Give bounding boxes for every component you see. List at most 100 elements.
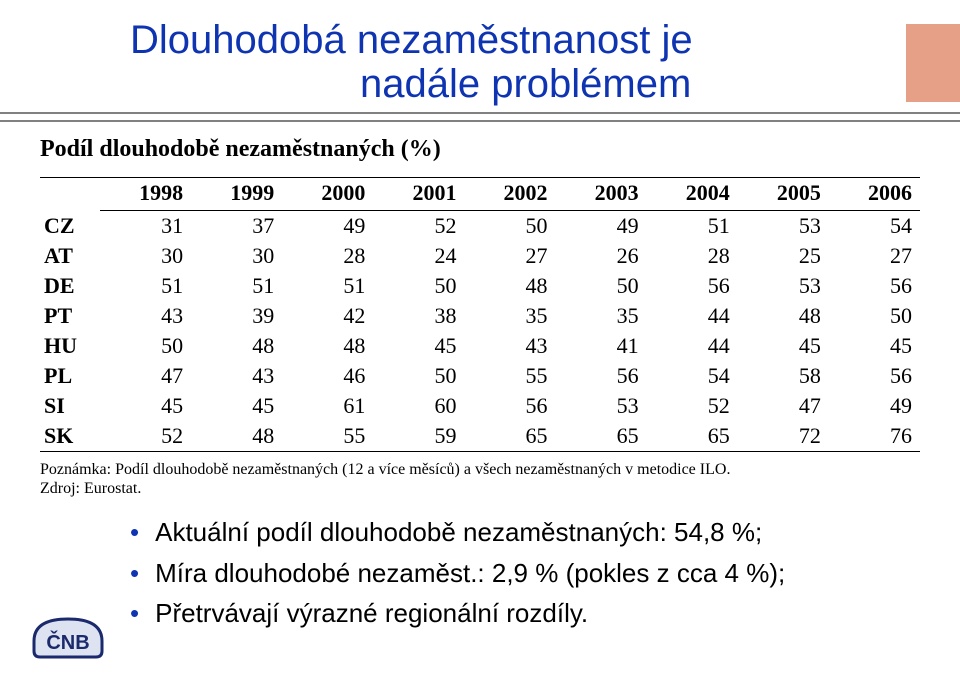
cell-value: 28 [647, 241, 738, 271]
cell-value: 45 [829, 331, 920, 361]
bullet-dot-icon: • [130, 557, 139, 590]
table-header-blank [40, 178, 100, 211]
cell-value: 37 [191, 211, 282, 242]
bullet-dot-icon: • [130, 516, 139, 549]
cell-value: 45 [738, 331, 829, 361]
cell-value: 25 [738, 241, 829, 271]
bullet-dot-icon: • [130, 597, 139, 630]
cell-value: 45 [373, 331, 464, 361]
cell-value: 51 [647, 211, 738, 242]
table-body: CZ313749525049515354AT303028242726282527… [40, 211, 920, 452]
hr-rule-2 [0, 120, 960, 122]
bullet-text: Aktuální podíl dlouhodobě nezaměstnaných… [155, 516, 762, 549]
cell-value: 53 [738, 271, 829, 301]
cell-value: 48 [191, 331, 282, 361]
country-code: CZ [40, 211, 100, 242]
cell-value: 51 [100, 271, 191, 301]
cell-value: 51 [282, 271, 373, 301]
table-row: HU504848454341444545 [40, 331, 920, 361]
cell-value: 61 [282, 391, 373, 421]
bullet-item: • Aktuální podíl dlouhodobě nezaměstnaný… [130, 516, 920, 549]
cell-value: 52 [100, 421, 191, 452]
country-code: HU [40, 331, 100, 361]
cell-value: 76 [829, 421, 920, 452]
cell-value: 45 [191, 391, 282, 421]
note-line-2: Zdroj: Eurostat. [40, 479, 920, 498]
cell-value: 35 [464, 301, 555, 331]
bullet-item: • Míra dlouhodobé nezaměst.: 2,9 % (pokl… [130, 557, 920, 590]
cell-value: 56 [556, 361, 647, 391]
col-2001: 2001 [373, 178, 464, 211]
table-row: PT433942383535444850 [40, 301, 920, 331]
cell-value: 43 [464, 331, 555, 361]
cell-value: 50 [464, 211, 555, 242]
country-code: PT [40, 301, 100, 331]
cell-value: 46 [282, 361, 373, 391]
cell-value: 52 [647, 391, 738, 421]
cell-value: 27 [829, 241, 920, 271]
logo-text: ČNB [46, 630, 89, 654]
cell-value: 55 [282, 421, 373, 452]
cell-value: 54 [829, 211, 920, 242]
table-row: AT303028242726282527 [40, 241, 920, 271]
cell-value: 27 [464, 241, 555, 271]
table-row: SK524855596565657276 [40, 421, 920, 452]
cell-value: 56 [647, 271, 738, 301]
cell-value: 48 [282, 331, 373, 361]
cell-value: 58 [738, 361, 829, 391]
country-code: PL [40, 361, 100, 391]
cell-value: 35 [556, 301, 647, 331]
cell-value: 72 [738, 421, 829, 452]
cell-value: 48 [464, 271, 555, 301]
cell-value: 50 [829, 301, 920, 331]
title-line-1: Dlouhodobá nezaměstnanost je [130, 18, 960, 62]
country-code: DE [40, 271, 100, 301]
cell-value: 56 [464, 391, 555, 421]
cell-value: 42 [282, 301, 373, 331]
cell-value: 39 [191, 301, 282, 331]
table-header-row: 1998 1999 2000 2001 2002 2003 2004 2005 … [40, 178, 920, 211]
cell-value: 65 [556, 421, 647, 452]
cell-value: 50 [373, 271, 464, 301]
country-code: SI [40, 391, 100, 421]
cell-value: 31 [100, 211, 191, 242]
cell-value: 49 [556, 211, 647, 242]
cell-value: 30 [100, 241, 191, 271]
country-code: AT [40, 241, 100, 271]
cell-value: 59 [373, 421, 464, 452]
col-2000: 2000 [282, 178, 373, 211]
cell-value: 43 [100, 301, 191, 331]
cnb-logo: ČNB [30, 607, 108, 659]
col-2002: 2002 [464, 178, 555, 211]
col-1998: 1998 [100, 178, 191, 211]
subtitle: Podíl dlouhodobě nezaměstnaných (%) [40, 136, 960, 163]
bullet-list: • Aktuální podíl dlouhodobě nezaměstnaný… [130, 516, 920, 630]
cell-value: 28 [282, 241, 373, 271]
col-2005: 2005 [738, 178, 829, 211]
cell-value: 56 [829, 361, 920, 391]
cell-value: 47 [100, 361, 191, 391]
cell-value: 30 [191, 241, 282, 271]
title-region: Dlouhodobá nezaměstnanost je nadále prob… [0, 0, 960, 122]
cell-value: 26 [556, 241, 647, 271]
cell-value: 52 [373, 211, 464, 242]
bullet-item: • Přetrvávají výrazné regionální rozdíly… [130, 597, 920, 630]
cell-value: 43 [191, 361, 282, 391]
hr-group [0, 112, 960, 122]
cell-value: 55 [464, 361, 555, 391]
cell-value: 60 [373, 391, 464, 421]
cell-value: 48 [191, 421, 282, 452]
col-2003: 2003 [556, 178, 647, 211]
col-2006: 2006 [829, 178, 920, 211]
col-1999: 1999 [191, 178, 282, 211]
cell-value: 65 [464, 421, 555, 452]
cell-value: 41 [556, 331, 647, 361]
cell-value: 65 [647, 421, 738, 452]
note-line-1: Poznámka: Podíl dlouhodobě nezaměstnanýc… [40, 460, 920, 479]
table-row: DE515151504850565356 [40, 271, 920, 301]
bullet-text: Přetrvávají výrazné regionální rozdíly. [155, 597, 588, 630]
bullet-text: Míra dlouhodobé nezaměst.: 2,9 % (pokles… [155, 557, 785, 590]
cell-value: 54 [647, 361, 738, 391]
country-code: SK [40, 421, 100, 452]
cell-value: 38 [373, 301, 464, 331]
